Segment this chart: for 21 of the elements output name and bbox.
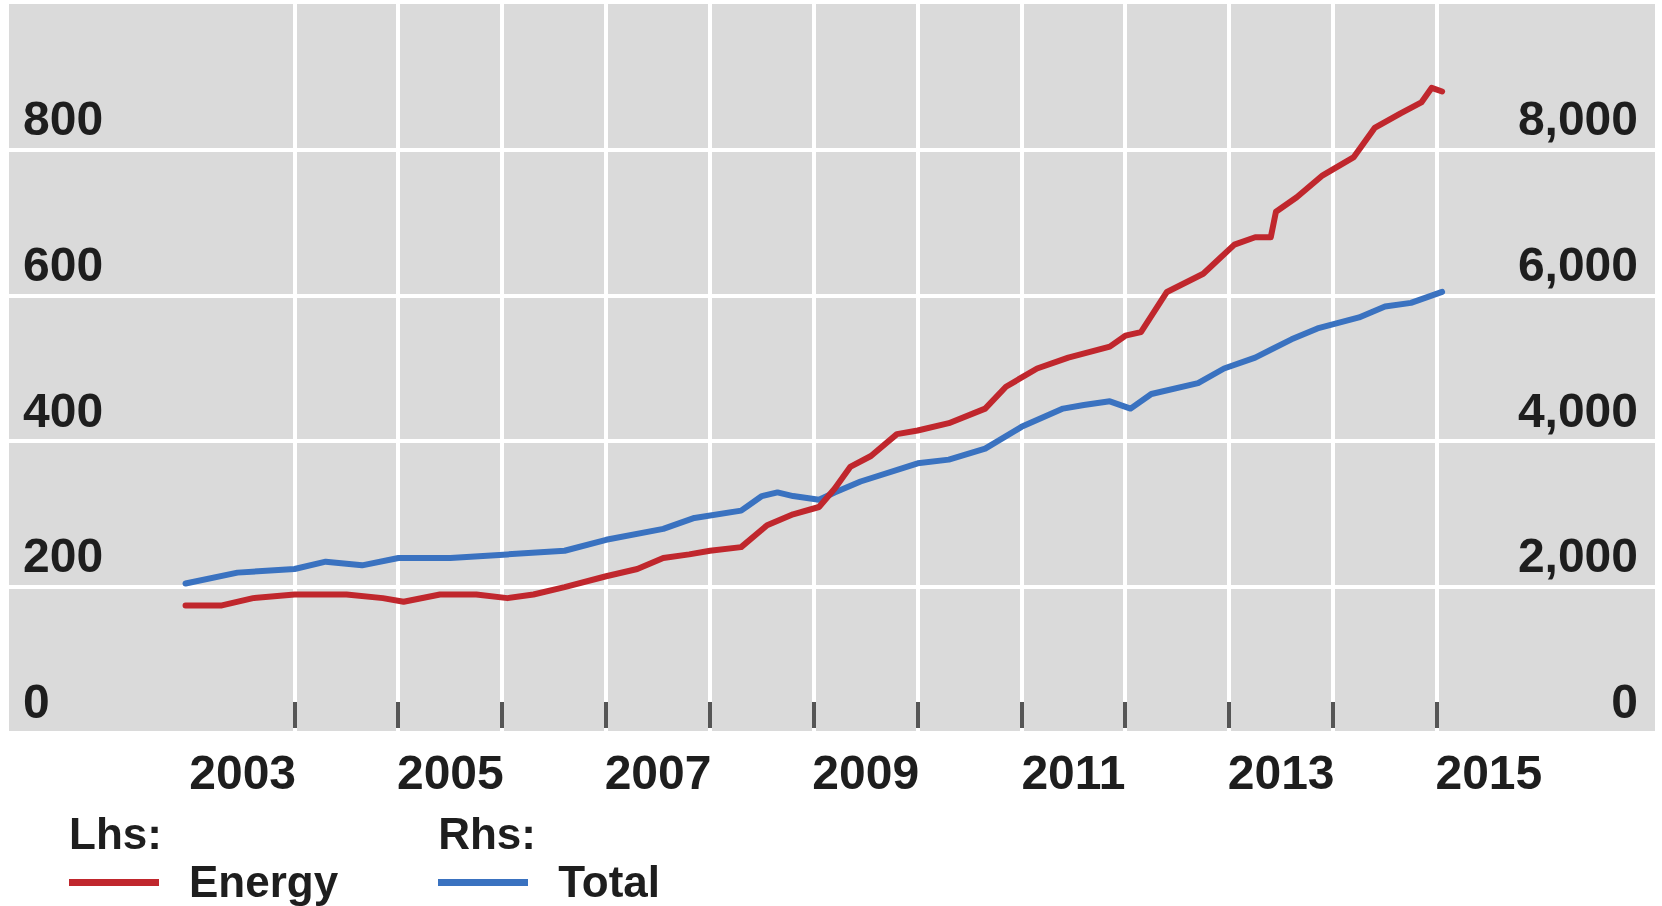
y2-tick-label: 8,000: [1517, 92, 1638, 146]
text: Lhs:: [69, 809, 163, 858]
x-tick-label: 2011: [1021, 746, 1126, 800]
text: Rhs:: [438, 809, 537, 858]
legend-label: Total: [558, 857, 661, 906]
y2-tick-label: 0: [1611, 675, 1638, 729]
x-tick-label: 2015: [1435, 746, 1543, 800]
x-tick-label: 2003: [189, 746, 297, 800]
y-tick-label: 600: [23, 237, 104, 291]
y2-tick-label: 2,000: [1517, 529, 1638, 583]
y2-tick-label: 6,000: [1517, 237, 1638, 291]
y-tick-label: 800: [23, 92, 104, 146]
x-tick-label: 2013: [1227, 746, 1335, 800]
y-tick-label: 0: [23, 675, 50, 729]
legend-label: Energy: [189, 857, 339, 906]
y-tick-label: 400: [23, 383, 104, 437]
y2-tick-label: 4,000: [1517, 383, 1638, 437]
x-tick-label: 2009: [812, 746, 920, 800]
x-tick-label: 2005: [396, 746, 504, 800]
x-tick-label: 2007: [604, 746, 712, 800]
y-tick-label: 200: [23, 529, 104, 583]
